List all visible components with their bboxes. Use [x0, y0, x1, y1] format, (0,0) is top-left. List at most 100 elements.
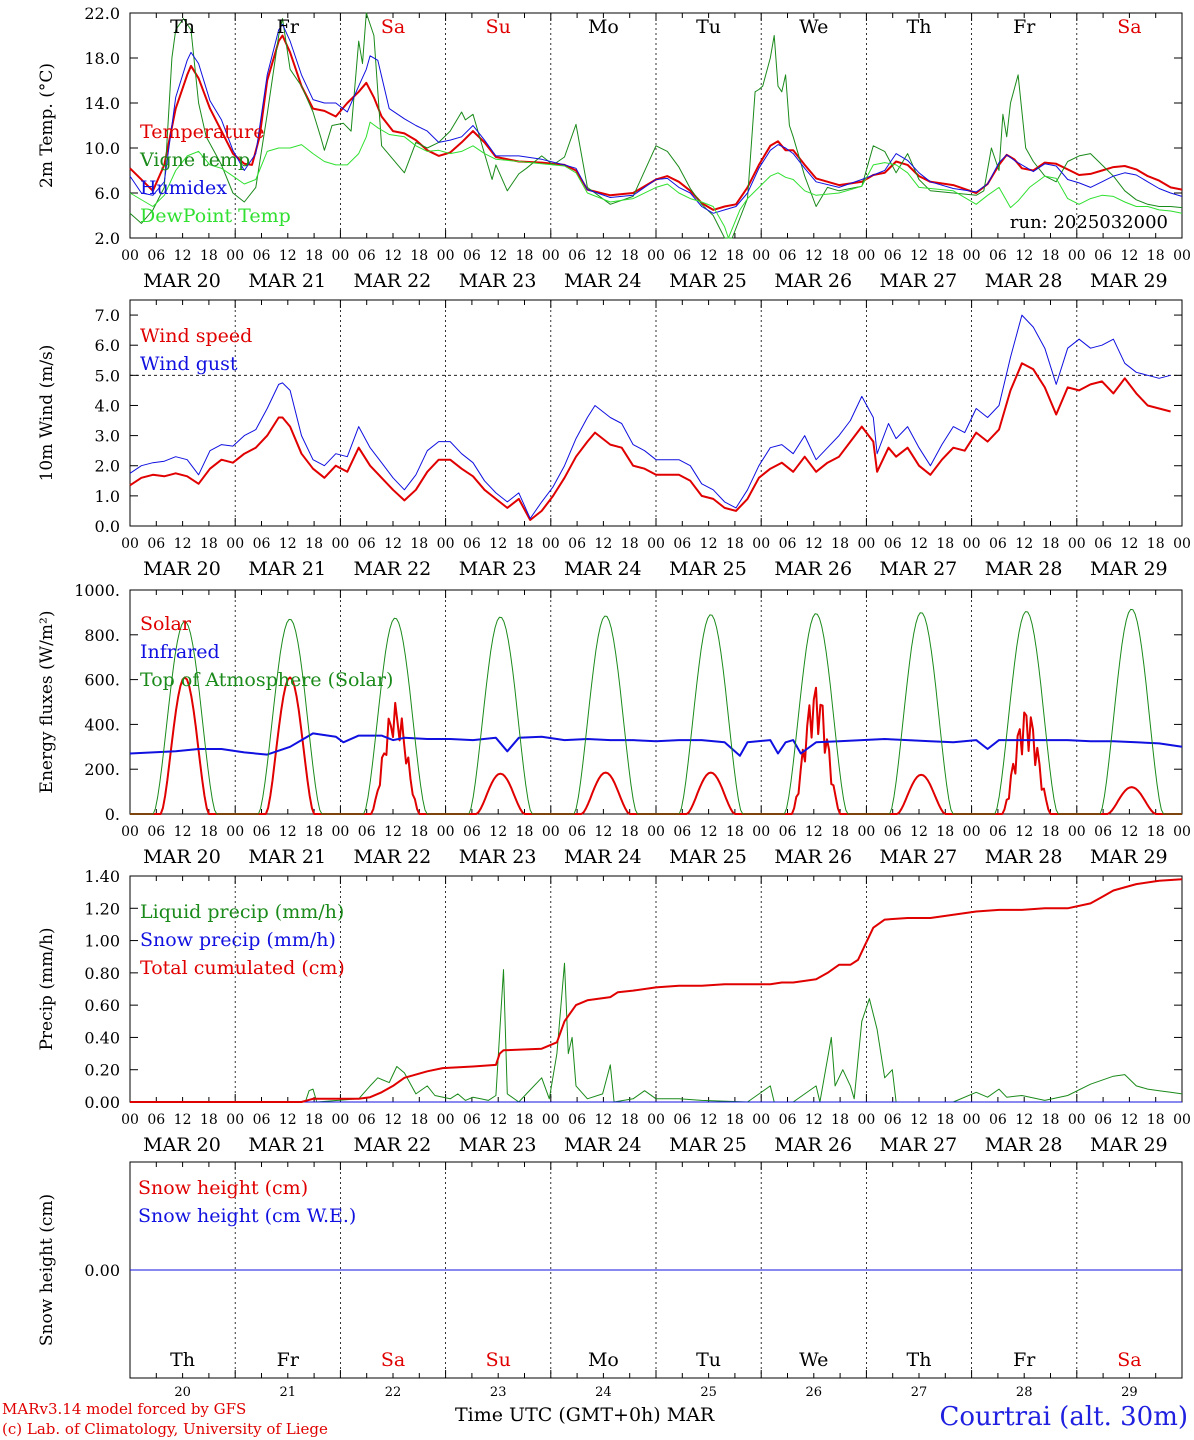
date-label: MAR 28 [985, 270, 1063, 292]
y-tick-label: 0.0 [95, 517, 120, 536]
series-line-wind-speed [129, 362, 1171, 521]
x-tick-label: 12 [174, 824, 192, 840]
x-tick-label: 12 [279, 536, 297, 552]
day-name: Th [907, 16, 932, 38]
x-tick-label: 12 [174, 1112, 192, 1128]
date-label: MAR 27 [880, 846, 958, 868]
panel-3 [129, 589, 1183, 815]
series-line-temperature [129, 34, 1183, 211]
x-tick-label: 12 [384, 248, 402, 264]
y-tick-label: 600. [84, 671, 120, 690]
legend-entry: DewPoint Temp [140, 205, 291, 227]
legend-entry: Liquid precip (mm/h) [140, 901, 344, 923]
x-tick-label: 00 [121, 536, 139, 552]
x-tick-label: 00 [752, 1112, 770, 1128]
x-tick-label: 00 [437, 1112, 455, 1128]
legend-entry: Snow height (cm) [138, 1177, 308, 1199]
x-tick-label: 12 [910, 536, 928, 552]
y-tick-label: 18.0 [84, 49, 120, 68]
date-label: MAR 29 [1090, 558, 1168, 580]
y-axis-label: Precip (mm/h) [37, 927, 57, 1050]
day-number: 22 [385, 1385, 402, 1400]
x-tick-label: 06 [1094, 536, 1112, 552]
day-name: We [799, 16, 828, 38]
x-tick-label: 12 [489, 824, 507, 840]
x-tick-label: 00 [1173, 824, 1191, 840]
x-tick-label: 12 [384, 1112, 402, 1128]
x-tick-label: 12 [700, 1112, 718, 1128]
x-tick-label: 18 [200, 248, 218, 264]
date-label: MAR 22 [354, 846, 432, 868]
x-tick-label: 00 [752, 248, 770, 264]
x-tick-label: 00 [963, 1112, 981, 1128]
day-name: Fr [277, 1349, 300, 1371]
x-tick-label: 18 [1042, 824, 1060, 840]
x-tick-label: 18 [305, 824, 323, 840]
x-tick-label: 18 [936, 824, 954, 840]
x-tick-label: 00 [437, 536, 455, 552]
x-tick-label: 00 [1068, 824, 1086, 840]
date-label: MAR 23 [459, 270, 537, 292]
y-tick-label: 2.0 [95, 457, 120, 476]
legend-entry: Wind gust [140, 353, 238, 375]
date-label: MAR 24 [564, 270, 642, 292]
day-number: 28 [1016, 1385, 1033, 1400]
x-tick-label: 00 [331, 248, 349, 264]
x-tick-label: 12 [1120, 824, 1138, 840]
x-tick-label: 06 [884, 1112, 902, 1128]
date-label: MAR 21 [248, 1134, 326, 1156]
date-label: MAR 22 [354, 558, 432, 580]
series-line-vigne-temp [129, 12, 1183, 239]
y-tick-label: 10.0 [84, 139, 120, 158]
x-tick-label: 00 [647, 824, 665, 840]
x-tick-label: 00 [542, 536, 560, 552]
date-label: MAR 25 [669, 1134, 747, 1156]
date-label: MAR 27 [880, 1134, 958, 1156]
x-tick-label: 06 [147, 1112, 165, 1128]
day-number: 23 [490, 1385, 507, 1400]
y-tick-label: 5.0 [95, 366, 120, 385]
x-tick-label: 12 [805, 536, 823, 552]
legend-entry: Top of Atmosphere (Solar) [140, 669, 393, 691]
x-tick-label: 00 [542, 248, 560, 264]
x-tick-label: 12 [700, 248, 718, 264]
run-annotation: run: 2025032000 [1010, 212, 1168, 233]
y-tick-label: 3.0 [95, 427, 120, 446]
x-tick-label: 18 [516, 824, 534, 840]
day-name: Tu [696, 16, 721, 38]
date-label: MAR 29 [1090, 1134, 1168, 1156]
y-tick-label: 22.0 [84, 4, 120, 23]
x-tick-label: 00 [647, 536, 665, 552]
x-tick-label: 00 [437, 824, 455, 840]
x-tick-label: 12 [700, 536, 718, 552]
x-tick-label: 00 [857, 248, 875, 264]
x-tick-label: 06 [568, 248, 586, 264]
x-tick-label: 06 [989, 248, 1007, 264]
day-name: Su [486, 16, 511, 38]
series-line-top-of-atmosphere-solar- [130, 608, 1182, 815]
x-tick-label: 12 [594, 1112, 612, 1128]
series-line-wind-gust [129, 314, 1171, 519]
x-tick-label: 06 [253, 536, 271, 552]
legend-entry: Humidex [140, 177, 227, 199]
x-tick-label: 18 [936, 248, 954, 264]
day-name: Mo [588, 16, 619, 38]
x-tick-label: 00 [226, 824, 244, 840]
date-label: MAR 20 [143, 846, 221, 868]
x-tick-label: 00 [331, 1112, 349, 1128]
day-number: 24 [595, 1385, 612, 1400]
x-tick-label: 06 [673, 248, 691, 264]
x-tick-label: 18 [726, 824, 744, 840]
x-tick-label: 00 [121, 824, 139, 840]
x-tick-label: 06 [673, 1112, 691, 1128]
x-tick-label: 00 [857, 1112, 875, 1128]
x-tick-label: 06 [463, 824, 481, 840]
x-tick-label: 00 [437, 248, 455, 264]
x-tick-label: 00 [542, 1112, 560, 1128]
day-name: Th [170, 16, 195, 38]
x-tick-label: 00 [331, 536, 349, 552]
x-tick-label: 12 [279, 248, 297, 264]
x-tick-label: 18 [305, 536, 323, 552]
y-tick-label: 1.00 [84, 932, 120, 951]
